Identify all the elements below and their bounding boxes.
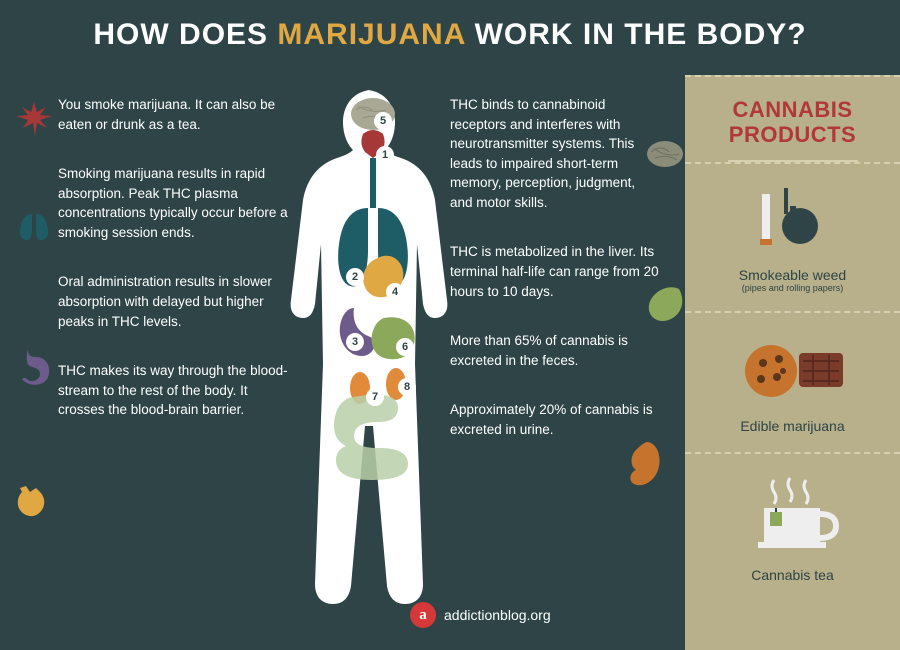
- pipe-icon: [738, 184, 848, 252]
- fact-feces: More than 65% of cannabis is excreted in…: [450, 331, 660, 370]
- lungs-icon: [12, 198, 56, 242]
- fact-oral: Oral administration results in slower ab…: [58, 272, 288, 331]
- fact-smoke: You smoke marijuana. It can also be eate…: [58, 95, 288, 134]
- product-label-1: Smokeable weed: [695, 267, 890, 283]
- title-highlight: MARIJUANA: [277, 18, 465, 51]
- fact-rapid-absorption: Smoking marijuana results in rapid absor…: [58, 164, 288, 242]
- title-part1: HOW DOES: [93, 18, 277, 51]
- fact-liver: THC is metabolized in the liver. Its ter…: [450, 242, 660, 301]
- fact-urine: Approximately 20% of cannabis is excrete…: [450, 400, 660, 439]
- title-part2: WORK IN THE BODY?: [465, 18, 806, 51]
- organ-num-8: 8: [398, 378, 416, 396]
- organ-num-6: 6: [396, 338, 414, 356]
- organ-num-1: 1: [376, 146, 394, 164]
- sidebar-title: CANNABIS PRODUCTS: [685, 97, 900, 148]
- tea-icon: [738, 474, 848, 552]
- product-label-3: Cannabis tea: [695, 567, 890, 583]
- products-sidebar: CANNABIS PRODUCTS Smokeable weed (pipes …: [685, 75, 900, 650]
- heart-icon: [12, 480, 54, 522]
- right-facts-column: THC binds to cannabinoid receptors and i…: [450, 95, 660, 469]
- page-title: HOW DOES MARIJUANA WORK IN THE BODY?: [0, 18, 900, 52]
- body-diagram: 1 2 3 4 5 6 7 8: [268, 88, 478, 618]
- organ-num-3: 3: [346, 333, 364, 351]
- product-label-2: Edible marijuana: [695, 418, 890, 434]
- fact-bloodstream: THC makes its way through the blood-stre…: [58, 361, 288, 420]
- liver-icon: [645, 285, 685, 323]
- leaf-icon: [14, 98, 54, 138]
- cookie-icon: [733, 333, 853, 403]
- fact-receptors: THC binds to cannabinoid receptors and i…: [450, 95, 660, 212]
- product-tea: Cannabis tea: [685, 452, 900, 601]
- product-sub-1: (pipes and rolling papers): [695, 283, 890, 293]
- footer: a addictionblog.org: [410, 602, 551, 628]
- organ-num-2: 2: [346, 268, 364, 286]
- footer-badge: a: [410, 602, 436, 628]
- stomach-icon: [12, 345, 54, 387]
- kidney-icon: [624, 440, 662, 488]
- left-facts-column: You smoke marijuana. It can also be eate…: [58, 95, 288, 450]
- product-edible: Edible marijuana: [685, 311, 900, 452]
- product-smokeable: Smokeable weed (pipes and rolling papers…: [685, 162, 900, 311]
- sidebar-title-text: CANNABIS PRODUCTS: [729, 97, 856, 147]
- organ-num-5: 5: [374, 112, 392, 130]
- brain-icon: [645, 138, 685, 174]
- organ-num-4: 4: [386, 283, 404, 301]
- footer-text: addictionblog.org: [444, 607, 551, 623]
- organ-num-7: 7: [366, 388, 384, 406]
